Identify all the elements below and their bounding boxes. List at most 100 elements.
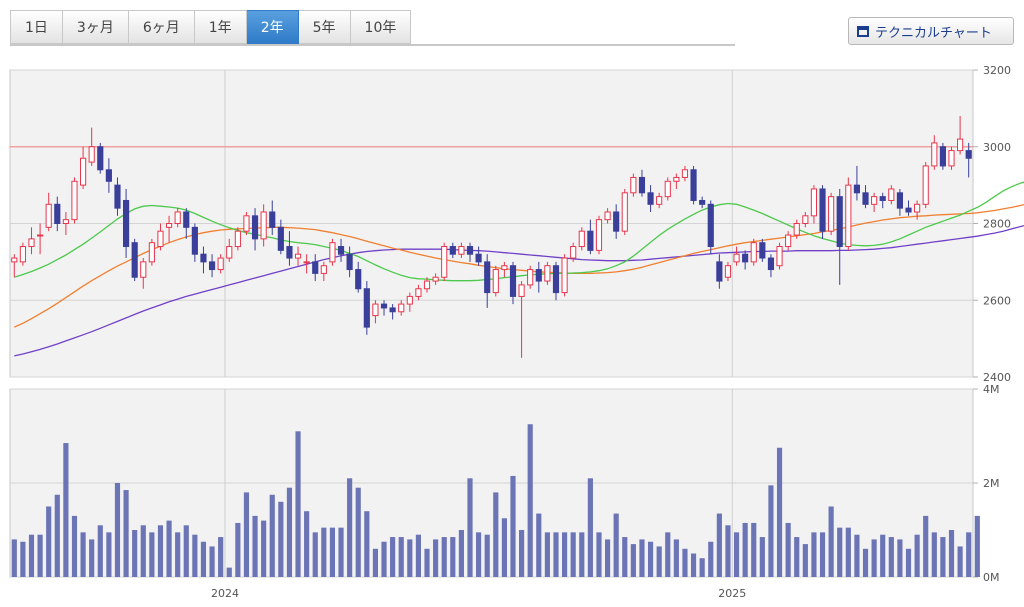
volume-bar — [398, 537, 404, 577]
tab-period[interactable]: 10年 — [350, 10, 412, 44]
volume-bar — [261, 520, 267, 577]
candle-body — [183, 211, 190, 228]
candle-body — [552, 265, 560, 294]
volume-bar — [897, 539, 903, 577]
volume-bar — [381, 541, 387, 577]
volume-bar — [716, 513, 722, 577]
candle-body — [656, 196, 663, 205]
candle-body — [19, 246, 26, 263]
candle-body — [707, 203, 714, 248]
moving-average-long — [14, 224, 1024, 357]
price-tick-label: 3200 — [983, 64, 1011, 77]
candle-body — [260, 211, 267, 240]
volume-bar — [553, 532, 559, 577]
tab-period[interactable]: 1年 — [194, 10, 247, 44]
volume-bar — [338, 527, 344, 577]
volume-bar — [493, 492, 499, 577]
tab-period[interactable]: 5年 — [298, 10, 351, 44]
candle-body — [957, 138, 964, 152]
volume-bar — [948, 530, 955, 577]
volume-bar — [295, 431, 301, 577]
candle-body — [251, 215, 259, 240]
candle-body — [346, 253, 353, 271]
technical-chart-button[interactable]: テクニカルチャート — [848, 17, 1014, 45]
volume-bar — [80, 532, 86, 577]
candle-body — [140, 261, 147, 278]
candle-body — [759, 242, 766, 259]
volume-bar — [974, 515, 980, 577]
candle-body — [965, 150, 972, 159]
volume-bar — [441, 537, 447, 577]
volume-bar — [114, 483, 121, 577]
candle-body — [690, 169, 697, 201]
candle-body — [449, 246, 456, 255]
candle-body — [122, 199, 130, 248]
volume-bar — [579, 532, 585, 577]
volume-bar — [931, 532, 937, 577]
candle-body — [200, 253, 207, 263]
volume-bar — [862, 548, 869, 577]
candle-body — [879, 196, 886, 201]
candle-body — [157, 230, 164, 248]
volume-bar — [587, 478, 593, 577]
candle-body — [389, 307, 396, 313]
candle-body — [243, 215, 250, 232]
volume-bar — [54, 494, 60, 577]
candle-body — [776, 246, 783, 267]
candle-body — [191, 226, 198, 255]
volume-bar — [923, 515, 929, 577]
tab-period[interactable]: 1日 — [10, 10, 63, 44]
candle-body — [604, 211, 611, 221]
candle-body — [630, 176, 637, 194]
candle-body — [131, 242, 138, 278]
candle-body — [836, 196, 843, 248]
candle-body — [398, 303, 405, 313]
candle-body — [97, 146, 104, 171]
candle-body — [406, 295, 413, 305]
volume-bar — [794, 537, 800, 577]
volume-bar — [837, 527, 843, 577]
volume-bar — [811, 532, 817, 577]
candle-body — [561, 257, 568, 294]
volume-bar — [63, 443, 69, 577]
volume-bar — [501, 518, 507, 577]
candle-body — [492, 269, 499, 294]
price-tick-label: 2800 — [983, 218, 1011, 231]
candle-body — [742, 253, 749, 263]
volume-bar — [519, 530, 525, 577]
year-label: 2025 — [718, 587, 746, 600]
candle-body — [303, 261, 310, 264]
candle-body — [716, 261, 723, 282]
volume-bar — [458, 530, 464, 577]
candle-body — [363, 288, 370, 328]
candle-body — [922, 165, 929, 205]
volume-bar — [880, 534, 886, 577]
candle-body — [11, 257, 18, 263]
volume-bar — [140, 525, 146, 577]
candle-body — [939, 146, 946, 167]
technical-chart-label: テクニカルチャート — [875, 25, 992, 41]
volume-bar — [768, 485, 774, 577]
volume-bar — [699, 558, 705, 577]
candle-body — [372, 303, 379, 317]
candle-body — [294, 253, 302, 259]
moving-average-mid — [14, 203, 1024, 328]
tab-period[interactable]: 3ヶ月 — [62, 10, 129, 44]
volume-bar — [828, 506, 834, 577]
volume-bar — [433, 539, 439, 577]
volume-bar — [28, 534, 35, 577]
volume-bar — [415, 534, 421, 577]
volume-bar — [613, 513, 619, 577]
tab-period[interactable]: 2年 — [246, 10, 299, 44]
tab-period[interactable]: 6ヶ月 — [128, 10, 195, 44]
volume-bar — [751, 522, 757, 577]
volume-bar — [175, 532, 181, 577]
candle-body — [733, 253, 740, 263]
volume-bar — [604, 539, 611, 577]
candle-body — [638, 176, 646, 194]
candle-body — [613, 211, 620, 232]
candle-body — [320, 265, 327, 274]
volume-bar — [802, 544, 808, 577]
volume-bar — [536, 513, 542, 577]
price-tick-label: 2600 — [983, 294, 1011, 307]
